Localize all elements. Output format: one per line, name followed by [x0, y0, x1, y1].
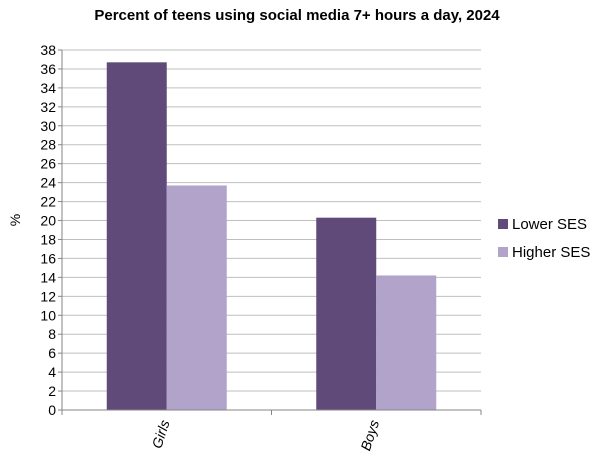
- y-tick-label: 28: [40, 137, 56, 153]
- bars: [106, 62, 437, 410]
- y-tick-label: 14: [40, 269, 56, 285]
- legend-swatch: [498, 247, 508, 257]
- x-tick-labels: Girls Boys: [148, 418, 382, 453]
- y-tick-label: 20: [40, 213, 56, 229]
- y-tick-label: 6: [48, 345, 56, 361]
- y-tick-label: 26: [40, 156, 56, 172]
- bar: [166, 185, 227, 410]
- x-tick-label: Boys: [357, 418, 382, 453]
- y-tick-label: 38: [40, 42, 56, 58]
- y-tick-label: 2: [48, 383, 56, 399]
- y-tick-label: 34: [40, 80, 56, 96]
- y-tick-label: 36: [40, 61, 56, 77]
- y-tick-label: 30: [40, 118, 56, 134]
- legend-swatch: [498, 219, 508, 229]
- y-tick-label: 8: [48, 326, 56, 342]
- bar: [376, 275, 437, 410]
- y-tick-label: 10: [40, 307, 56, 323]
- legend: Lower SES Higher SES: [498, 216, 590, 261]
- y-tick-label: 32: [40, 99, 56, 115]
- y-tick-label: 0: [48, 402, 56, 418]
- axes: [61, 50, 482, 415]
- y-axis-label: %: [7, 214, 23, 226]
- legend-label: Lower SES: [512, 216, 587, 233]
- x-tick-label: Girls: [148, 418, 172, 450]
- chart-title: Percent of teens using social media 7+ h…: [94, 7, 500, 24]
- legend-label: Higher SES: [512, 244, 590, 261]
- y-tick-label: 12: [40, 288, 56, 304]
- y-tick-label: 18: [40, 231, 56, 247]
- y-tick-label: 4: [48, 364, 56, 380]
- y-tick-label: 24: [40, 175, 56, 191]
- bar: [106, 62, 167, 410]
- y-tick-label: 22: [40, 194, 56, 210]
- bar: [316, 217, 377, 410]
- y-tick-label: 16: [40, 250, 56, 266]
